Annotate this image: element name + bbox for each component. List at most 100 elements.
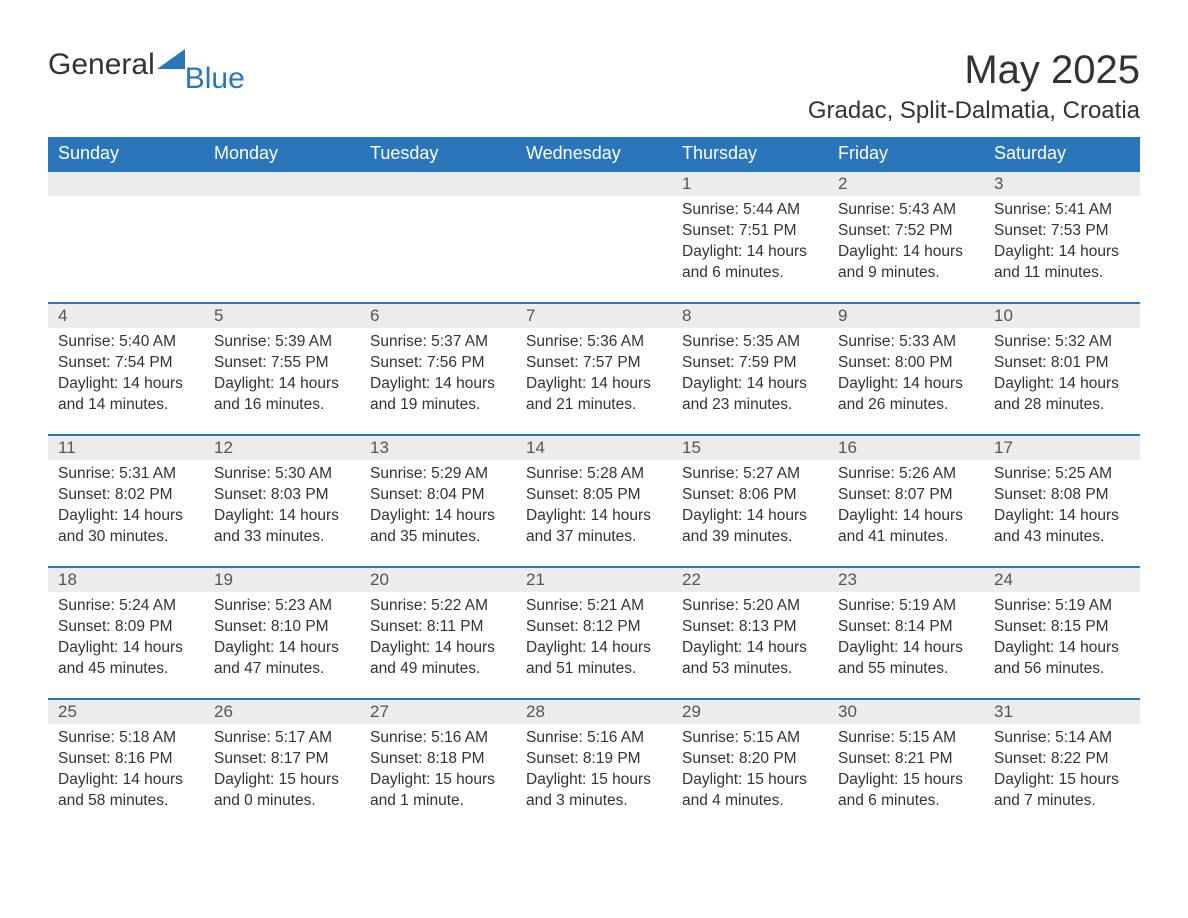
weekday-saturday: Saturday xyxy=(984,137,1140,170)
weekday-thursday: Thursday xyxy=(672,137,828,170)
day-cell-9: 9Sunrise: 5:33 AMSunset: 8:00 PMDaylight… xyxy=(828,302,984,434)
day-detail: Sunrise: 5:39 AMSunset: 7:55 PMDaylight:… xyxy=(204,328,360,424)
day-detail: Sunrise: 5:29 AMSunset: 8:04 PMDaylight:… xyxy=(360,460,516,556)
day-number: 19 xyxy=(204,566,360,592)
calendar-row: 11Sunrise: 5:31 AMSunset: 8:02 PMDayligh… xyxy=(48,434,1140,566)
day-number: 26 xyxy=(204,698,360,724)
calendar-row: 18Sunrise: 5:24 AMSunset: 8:09 PMDayligh… xyxy=(48,566,1140,698)
weekday-sunday: Sunday xyxy=(48,137,204,170)
day-number: 23 xyxy=(828,566,984,592)
day-detail: Sunrise: 5:41 AMSunset: 7:53 PMDaylight:… xyxy=(984,196,1140,292)
day-cell-21: 21Sunrise: 5:21 AMSunset: 8:12 PMDayligh… xyxy=(516,566,672,698)
logo-text-blue: Blue xyxy=(185,62,245,96)
day-cell-13: 13Sunrise: 5:29 AMSunset: 8:04 PMDayligh… xyxy=(360,434,516,566)
day-number: 5 xyxy=(204,302,360,328)
day-cell-20: 20Sunrise: 5:22 AMSunset: 8:11 PMDayligh… xyxy=(360,566,516,698)
day-number: 7 xyxy=(516,302,672,328)
logo-text-general: General xyxy=(48,48,155,82)
day-number: 10 xyxy=(984,302,1140,328)
day-detail: Sunrise: 5:36 AMSunset: 7:57 PMDaylight:… xyxy=(516,328,672,424)
day-detail: Sunrise: 5:32 AMSunset: 8:01 PMDaylight:… xyxy=(984,328,1140,424)
day-detail: Sunrise: 5:33 AMSunset: 8:00 PMDaylight:… xyxy=(828,328,984,424)
day-detail: Sunrise: 5:16 AMSunset: 8:18 PMDaylight:… xyxy=(360,724,516,820)
empty-cell xyxy=(204,170,360,302)
empty-cell xyxy=(516,170,672,302)
day-detail: Sunrise: 5:43 AMSunset: 7:52 PMDaylight:… xyxy=(828,196,984,292)
day-detail: Sunrise: 5:23 AMSunset: 8:10 PMDaylight:… xyxy=(204,592,360,688)
day-cell-27: 27Sunrise: 5:16 AMSunset: 8:18 PMDayligh… xyxy=(360,698,516,830)
day-detail: Sunrise: 5:44 AMSunset: 7:51 PMDaylight:… xyxy=(672,196,828,292)
day-cell-12: 12Sunrise: 5:30 AMSunset: 8:03 PMDayligh… xyxy=(204,434,360,566)
day-detail: Sunrise: 5:26 AMSunset: 8:07 PMDaylight:… xyxy=(828,460,984,556)
day-number: 24 xyxy=(984,566,1140,592)
day-detail: Sunrise: 5:14 AMSunset: 8:22 PMDaylight:… xyxy=(984,724,1140,820)
day-cell-4: 4Sunrise: 5:40 AMSunset: 7:54 PMDaylight… xyxy=(48,302,204,434)
day-detail: Sunrise: 5:24 AMSunset: 8:09 PMDaylight:… xyxy=(48,592,204,688)
logo: General Blue xyxy=(48,48,251,82)
day-cell-26: 26Sunrise: 5:17 AMSunset: 8:17 PMDayligh… xyxy=(204,698,360,830)
day-number: 22 xyxy=(672,566,828,592)
calendar-row: 1Sunrise: 5:44 AMSunset: 7:51 PMDaylight… xyxy=(48,170,1140,302)
day-cell-19: 19Sunrise: 5:23 AMSunset: 8:10 PMDayligh… xyxy=(204,566,360,698)
day-detail: Sunrise: 5:27 AMSunset: 8:06 PMDaylight:… xyxy=(672,460,828,556)
empty-day-bar xyxy=(360,170,516,196)
empty-cell xyxy=(48,170,204,302)
calendar-table: SundayMondayTuesdayWednesdayThursdayFrid… xyxy=(48,137,1140,830)
day-number: 15 xyxy=(672,434,828,460)
day-detail: Sunrise: 5:17 AMSunset: 8:17 PMDaylight:… xyxy=(204,724,360,820)
day-number: 2 xyxy=(828,170,984,196)
day-number: 29 xyxy=(672,698,828,724)
day-cell-5: 5Sunrise: 5:39 AMSunset: 7:55 PMDaylight… xyxy=(204,302,360,434)
day-detail: Sunrise: 5:16 AMSunset: 8:19 PMDaylight:… xyxy=(516,724,672,820)
day-number: 14 xyxy=(516,434,672,460)
calendar-head: SundayMondayTuesdayWednesdayThursdayFrid… xyxy=(48,137,1140,170)
weekday-tuesday: Tuesday xyxy=(360,137,516,170)
weekday-friday: Friday xyxy=(828,137,984,170)
day-number: 3 xyxy=(984,170,1140,196)
day-detail: Sunrise: 5:35 AMSunset: 7:59 PMDaylight:… xyxy=(672,328,828,424)
day-number: 28 xyxy=(516,698,672,724)
day-detail: Sunrise: 5:40 AMSunset: 7:54 PMDaylight:… xyxy=(48,328,204,424)
day-detail: Sunrise: 5:22 AMSunset: 8:11 PMDaylight:… xyxy=(360,592,516,688)
weekday-wednesday: Wednesday xyxy=(516,137,672,170)
day-cell-16: 16Sunrise: 5:26 AMSunset: 8:07 PMDayligh… xyxy=(828,434,984,566)
day-detail: Sunrise: 5:18 AMSunset: 8:16 PMDaylight:… xyxy=(48,724,204,820)
day-number: 16 xyxy=(828,434,984,460)
day-number: 1 xyxy=(672,170,828,196)
day-detail: Sunrise: 5:15 AMSunset: 8:20 PMDaylight:… xyxy=(672,724,828,820)
day-cell-23: 23Sunrise: 5:19 AMSunset: 8:14 PMDayligh… xyxy=(828,566,984,698)
day-cell-30: 30Sunrise: 5:15 AMSunset: 8:21 PMDayligh… xyxy=(828,698,984,830)
location: Gradac, Split-Dalmatia, Croatia xyxy=(808,97,1140,125)
day-cell-18: 18Sunrise: 5:24 AMSunset: 8:09 PMDayligh… xyxy=(48,566,204,698)
day-cell-2: 2Sunrise: 5:43 AMSunset: 7:52 PMDaylight… xyxy=(828,170,984,302)
calendar-row: 25Sunrise: 5:18 AMSunset: 8:16 PMDayligh… xyxy=(48,698,1140,830)
day-number: 4 xyxy=(48,302,204,328)
triangle-icon xyxy=(157,49,185,74)
day-detail: Sunrise: 5:19 AMSunset: 8:14 PMDaylight:… xyxy=(828,592,984,688)
empty-day-bar xyxy=(48,170,204,196)
day-number: 21 xyxy=(516,566,672,592)
day-number: 13 xyxy=(360,434,516,460)
day-number: 31 xyxy=(984,698,1140,724)
day-detail: Sunrise: 5:28 AMSunset: 8:05 PMDaylight:… xyxy=(516,460,672,556)
day-cell-6: 6Sunrise: 5:37 AMSunset: 7:56 PMDaylight… xyxy=(360,302,516,434)
day-number: 30 xyxy=(828,698,984,724)
day-number: 6 xyxy=(360,302,516,328)
day-number: 11 xyxy=(48,434,204,460)
day-cell-11: 11Sunrise: 5:31 AMSunset: 8:02 PMDayligh… xyxy=(48,434,204,566)
day-cell-28: 28Sunrise: 5:16 AMSunset: 8:19 PMDayligh… xyxy=(516,698,672,830)
day-detail: Sunrise: 5:19 AMSunset: 8:15 PMDaylight:… xyxy=(984,592,1140,688)
day-cell-15: 15Sunrise: 5:27 AMSunset: 8:06 PMDayligh… xyxy=(672,434,828,566)
day-cell-7: 7Sunrise: 5:36 AMSunset: 7:57 PMDaylight… xyxy=(516,302,672,434)
empty-cell xyxy=(360,170,516,302)
day-cell-31: 31Sunrise: 5:14 AMSunset: 8:22 PMDayligh… xyxy=(984,698,1140,830)
weekday-monday: Monday xyxy=(204,137,360,170)
day-detail: Sunrise: 5:31 AMSunset: 8:02 PMDaylight:… xyxy=(48,460,204,556)
day-number: 9 xyxy=(828,302,984,328)
calendar-row: 4Sunrise: 5:40 AMSunset: 7:54 PMDaylight… xyxy=(48,302,1140,434)
day-number: 8 xyxy=(672,302,828,328)
empty-day-bar xyxy=(516,170,672,196)
day-number: 27 xyxy=(360,698,516,724)
weekday-row: SundayMondayTuesdayWednesdayThursdayFrid… xyxy=(48,137,1140,170)
day-cell-25: 25Sunrise: 5:18 AMSunset: 8:16 PMDayligh… xyxy=(48,698,204,830)
